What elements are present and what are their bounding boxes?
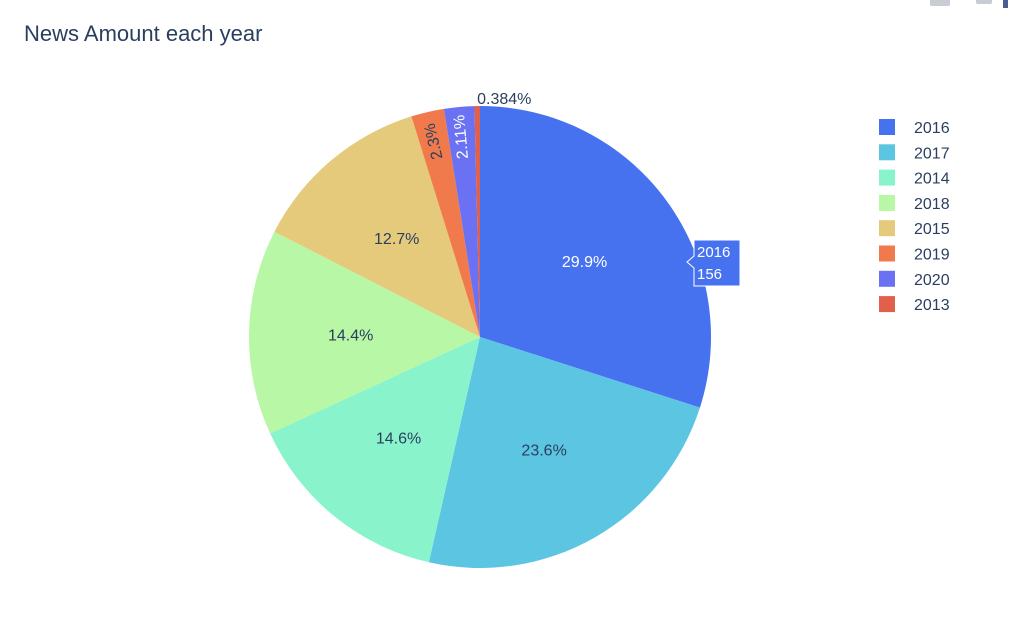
- legend-label-2013: 2013: [914, 297, 950, 314]
- tooltip-label: 2016: [697, 244, 730, 261]
- legend-swatch-2015: [879, 220, 895, 237]
- legend-label-2018: 2018: [914, 196, 950, 213]
- slice-label-2015: 12.7%: [374, 231, 419, 248]
- legend-swatch-2019: [879, 245, 895, 262]
- zoom-icon[interactable]: [976, 0, 992, 4]
- slice-label-2017: 23.6%: [521, 442, 566, 459]
- slice-label-2014: 14.6%: [376, 430, 421, 447]
- slice-labels: 29.9%23.6%14.6%14.4%12.7%2.3% 2.11%0.384%: [328, 91, 607, 459]
- legend-label-2014: 2014: [914, 171, 950, 188]
- legend-item-2017[interactable]: 2017: [879, 144, 950, 162]
- legend-swatch-2016: [879, 119, 895, 135]
- legend-item-2013[interactable]: 2013: [879, 296, 950, 314]
- pie-slice-2016[interactable]: [480, 106, 711, 408]
- modebar[interactable]: [930, 0, 1008, 8]
- pie-slice-2020[interactable]: [443, 106, 480, 337]
- pie-slices: [249, 106, 711, 568]
- legend-item-2016[interactable]: 2016: [879, 119, 950, 137]
- legend-label-2016: 2016: [914, 120, 950, 137]
- pie-slice-2014[interactable]: [270, 337, 480, 563]
- legend-item-2020[interactable]: 2020: [879, 270, 950, 289]
- slice-label-2020: 2.11%: [451, 114, 472, 160]
- slice-label-2018: 14.4%: [328, 327, 373, 344]
- legend-item-2014[interactable]: 2014: [879, 169, 950, 188]
- legend-label-2015: 2015: [914, 221, 950, 238]
- legend-item-2019[interactable]: 2019: [879, 245, 950, 264]
- camera-icon[interactable]: [930, 0, 950, 6]
- legend-label-2020: 2020: [914, 272, 950, 289]
- legend-swatch-2014: [879, 169, 895, 186]
- legend-swatch-2018: [879, 194, 895, 211]
- pie-slice-2013[interactable]: [474, 106, 480, 337]
- slice-label-2013: 0.384%: [477, 91, 531, 108]
- legend-item-2018[interactable]: 2018: [879, 194, 950, 213]
- legend-swatch-2017: [879, 144, 895, 161]
- tooltip-value: 156: [697, 266, 722, 283]
- slice-label-2016: 29.9%: [562, 254, 607, 271]
- legend-swatch-2020: [879, 270, 895, 287]
- pie-slice-2017[interactable]: [428, 337, 700, 568]
- pie-slice-2019[interactable]: [411, 108, 480, 338]
- tooltip-box: [686, 239, 741, 287]
- chart-title: News Amount each year: [24, 21, 262, 46]
- legend-label-2017: 2017: [914, 145, 950, 162]
- legend-item-2015[interactable]: 2015: [879, 220, 950, 238]
- hover-tooltip: 2016 156: [686, 239, 741, 287]
- plotly-logo-icon[interactable]: [1003, 0, 1008, 8]
- legend-label-2019: 2019: [914, 247, 950, 264]
- legend[interactable]: 2016 2017 2014 2018 2015 2019 2020 2013: [879, 119, 950, 314]
- pie-slice-2018[interactable]: [249, 231, 480, 434]
- legend-swatch-2013: [879, 296, 895, 313]
- pie-slice-2015[interactable]: [274, 116, 480, 337]
